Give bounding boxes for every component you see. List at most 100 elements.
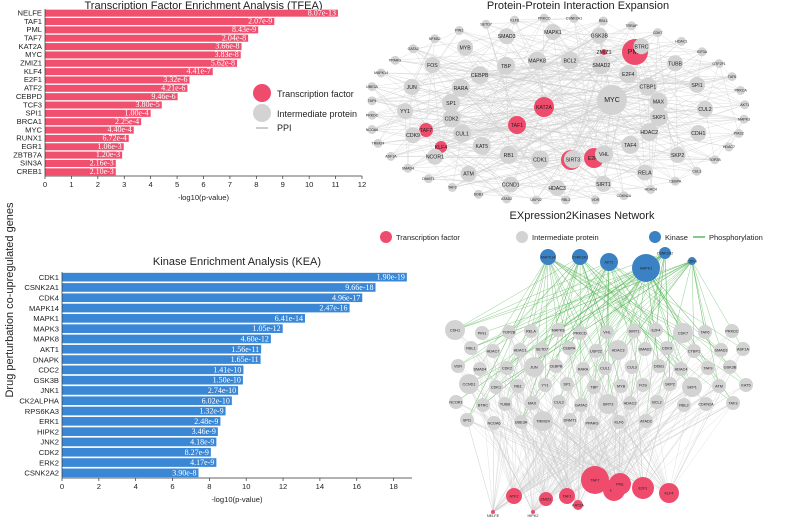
tfea-bar xyxy=(45,34,249,42)
ppi-edge xyxy=(675,133,739,182)
tfea-category-label: MYC xyxy=(25,50,42,59)
ppi-edge xyxy=(481,31,554,146)
kea-bar xyxy=(62,427,218,436)
ppi-edge xyxy=(460,46,642,89)
x2k-ppi-edge xyxy=(492,367,508,513)
x2k-ppi-edge xyxy=(457,365,579,506)
ppi-node xyxy=(670,176,680,186)
kea-category-label: CDK2 xyxy=(39,448,59,457)
ppi-node-label: PIN1 xyxy=(455,29,463,33)
x2k-intermediate-node xyxy=(598,361,612,375)
ppi-node-label: CUL2 xyxy=(698,107,711,113)
x2k-intermediate-label: HDAC4 xyxy=(675,368,688,372)
ppi-edge xyxy=(486,18,574,25)
x2k-intermediate-node xyxy=(549,359,563,373)
ppi-node xyxy=(539,13,549,23)
ppi-edge xyxy=(381,72,650,133)
x2k-intermediate-label: RELA xyxy=(526,330,536,334)
x2k-ppi-edge xyxy=(492,368,682,513)
x2k-intermediate-label: PRKDC xyxy=(725,330,739,334)
kea-category-label: CK2ALPHA xyxy=(19,397,60,406)
ppi-edge xyxy=(371,32,658,130)
x2k-intermediate-node xyxy=(524,357,544,377)
ppi-edge xyxy=(407,86,412,169)
ppi-node xyxy=(710,155,720,165)
ppi-edge xyxy=(440,63,720,148)
x2k-intermediate-node xyxy=(687,344,701,358)
ppi-node xyxy=(697,47,707,57)
x2k-phospho-edge xyxy=(608,261,731,368)
ppi-edge xyxy=(451,90,741,119)
ppi-node xyxy=(724,142,734,152)
x2k-kinase-node xyxy=(659,247,671,259)
x2k-intermediate-label: SMAD4 xyxy=(473,368,486,372)
x2k-ppi-edge xyxy=(513,385,519,497)
ppi-edge xyxy=(371,100,697,172)
ppi-node xyxy=(472,136,491,155)
x2k-ppi-edge xyxy=(513,384,644,497)
x2k-kinase-node xyxy=(540,249,556,265)
ppi-node-label: MAPK1 xyxy=(544,30,562,36)
kea-category-label: MAPK8 xyxy=(33,335,59,344)
x2k-intermediate-label: HDAC1 xyxy=(514,349,527,353)
x2k-intermediate-node xyxy=(535,342,549,356)
ppi-edge xyxy=(413,48,631,146)
x2k-ppi-edge xyxy=(607,403,621,485)
x2k-intermediate-node xyxy=(451,359,465,373)
x2k-intermediate-node xyxy=(574,398,588,412)
kea-value-label: 2.48e-9 xyxy=(194,417,218,426)
tfea-x-tick-label: 12 xyxy=(358,180,366,189)
ppi-node-label: PPARG xyxy=(389,58,402,62)
x2k-intermediate-node xyxy=(551,323,565,337)
kea-chart: Kinase Enrichment Analysis (KEA) CDK1 1.90… xyxy=(19,256,412,504)
x2k-tf-label: ZMIZ1 xyxy=(541,498,552,502)
x2k-title: EXpression2Kinases Network xyxy=(510,210,655,222)
tfea-bar xyxy=(45,168,116,176)
x2k-phospho-edge xyxy=(547,256,684,334)
ppi-node xyxy=(367,110,377,120)
ppi-edge xyxy=(405,110,745,120)
x2k-legend-intermediate-label: Intermediate protein xyxy=(532,233,599,242)
x2k-intermediate-node xyxy=(714,343,728,357)
x2k-ppi-edge xyxy=(545,329,559,500)
x2k-intermediate-label: KAT5 xyxy=(741,384,750,388)
kea-x-tick-label: 14 xyxy=(316,482,324,491)
ppi-node-label: SIRT1 xyxy=(596,182,611,188)
kea-category-label: MAPK1 xyxy=(33,314,59,323)
ppi-node xyxy=(474,189,484,199)
x2k-ppi-edge xyxy=(493,422,534,513)
ppi-node xyxy=(430,34,440,44)
x2k-tf-node xyxy=(609,473,631,495)
legend-ppi-label: PPI xyxy=(277,123,292,133)
ppi-node xyxy=(451,78,470,97)
x2k-phospho-edge xyxy=(544,256,549,386)
x2k-phospho-edge xyxy=(547,256,597,352)
tfea-bar xyxy=(45,101,162,109)
x2k-phospho-edge xyxy=(569,260,693,421)
x2k-phospho-edge xyxy=(607,267,647,405)
ppi-edge xyxy=(543,106,595,159)
tfea-x-tick-label: 1 xyxy=(69,180,73,189)
ppi-node-label: SPI1 xyxy=(691,83,702,89)
x2k-intermediate-label: PRKCD xyxy=(573,332,587,336)
ppi-node-label: TAF4 xyxy=(624,143,636,149)
tfea-value-label: 9.46e-6 xyxy=(151,92,175,101)
x2k-intermediate-node xyxy=(524,324,538,338)
x2k-intermediate-label: SP1 xyxy=(563,383,570,387)
ppi-node-label: RBL1 xyxy=(599,19,608,23)
ppi-edge xyxy=(485,24,651,190)
x2k-intermediate-label: MAX xyxy=(528,402,537,406)
ppi-edge xyxy=(718,63,739,134)
tfea-bar xyxy=(45,26,259,34)
ppi-edge xyxy=(478,194,566,201)
kea-bar xyxy=(62,303,350,313)
x2k-legend-kinase-swatch xyxy=(649,231,661,243)
kea-value-label: 4.18e-9 xyxy=(190,438,214,447)
ppi-node xyxy=(595,175,612,192)
tfea-value-label: 1.06e-3 xyxy=(98,142,122,151)
ppi-node xyxy=(736,85,746,95)
kea-bar xyxy=(62,283,376,292)
x2k-intermediate-label: TRIM24 xyxy=(536,420,550,424)
ppi-node xyxy=(426,148,443,165)
ppi-node-label: SETD7 xyxy=(480,22,492,26)
